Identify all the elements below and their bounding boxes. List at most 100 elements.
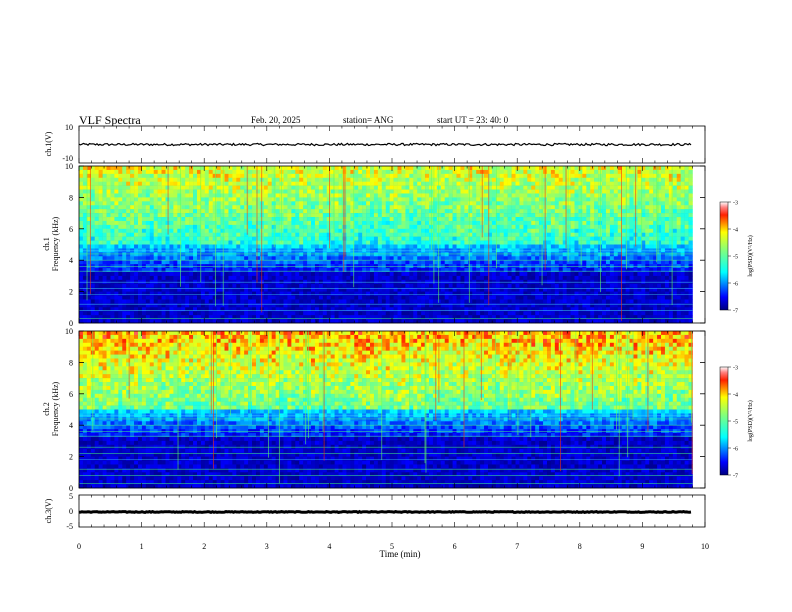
spec1-cell [271,256,276,261]
spec1-cell [535,244,540,249]
spec1-cell [523,303,528,308]
spec1-cell [267,166,272,171]
spec1-cell [106,213,111,218]
spec1-cell [82,217,88,222]
spec1-cell [82,173,88,179]
spec1-cell [141,181,147,186]
spec1-cell [432,224,438,230]
spec1-cell [106,275,111,281]
spec1-cell [464,197,469,202]
spec1-cell [220,209,225,214]
spec1-cell [252,260,257,265]
spec1-cell [169,244,174,249]
spec1-cell [122,295,127,300]
spec1-cell [86,303,92,308]
spec1-cell [503,299,508,304]
spec1-cell [468,299,473,304]
spec1-cell [448,291,453,296]
spec1-cell [145,236,151,241]
spec1-cell [342,209,347,214]
spec1-cell [373,193,379,198]
spec1-cell [342,181,347,186]
spec1-cell [118,173,123,179]
spec1-cell [236,201,241,206]
spec1-cell [189,185,194,190]
spec1-cell [554,220,560,226]
spec1-cell [401,303,406,308]
spec1-cell [106,169,111,175]
spec1-cell [460,275,465,281]
spec1-cell [90,173,96,179]
spec1-cell [118,197,123,202]
spec1-cell [543,291,548,296]
spec1-cell [318,197,324,202]
spec1-cell [362,311,367,316]
spec1-cell [476,201,481,206]
spec1-cell [495,177,501,182]
spec1-cell [409,283,414,288]
spec1-cell [314,181,320,186]
spec1-cell [460,177,465,182]
spec1-cell [189,315,194,320]
spec1-cell [157,236,162,241]
spec1-cell [354,220,359,226]
spec1-cell [326,236,331,241]
spec1-cell [499,213,505,218]
spec1-cell [236,166,241,171]
spec1-cell [165,315,170,320]
spec1-cell [86,291,92,296]
spec1-cell [307,303,312,308]
spec1-cell [240,173,245,179]
spec1-cell [79,220,84,226]
spec1-cell [326,287,331,292]
spec1-cell [409,228,414,234]
spec1-cell [472,228,477,234]
spec1-cell [79,228,84,234]
spec1-cell [228,307,233,312]
spec1-cell [377,287,383,292]
spec1-cell [240,217,245,222]
spec1-cell [193,244,198,249]
spec1-cell [189,236,194,241]
spec1-cell [177,283,182,288]
spec1-cell [535,319,540,324]
spec1-cell [283,244,288,249]
spec1-cell [535,287,540,292]
spec1-cell [326,291,331,296]
spec1-cell [279,319,284,324]
spec1-cell [350,166,355,171]
spec1-cell [314,224,320,230]
spec1-cell [452,169,457,175]
spec1-cell [350,283,355,288]
spec1-cell [409,197,414,202]
spec1-cell [228,189,233,194]
spec1-cell [118,283,123,288]
spec1-cell [476,268,481,273]
spec1-cell [531,166,536,171]
spec1-cell [480,295,485,300]
spec1-cell [550,166,556,171]
spec1-cell [346,311,351,316]
spec1-cell [200,268,206,273]
spec1-cell [358,252,363,257]
spec1-cell [122,299,127,304]
spec1-cell [228,209,233,214]
spec1-cell [370,236,375,241]
spec1-cell [173,213,178,218]
spec1-cell [444,166,449,171]
spec1-cell [409,213,414,218]
spec1-cell [196,181,202,186]
spec1-cell [330,173,335,179]
spec1-cell [126,189,131,194]
spec1-cell [165,268,170,273]
spec1-cell [82,232,88,237]
spec1-cell [185,295,190,300]
spec1-cell [122,275,127,281]
spec1-cell [444,295,449,300]
spec1-cell [291,295,296,300]
spec1-cell [362,193,367,198]
spec1-cell [464,252,469,257]
spec1-cell [114,299,119,304]
spec1-cell [330,232,335,237]
spec1-cell [208,232,213,237]
